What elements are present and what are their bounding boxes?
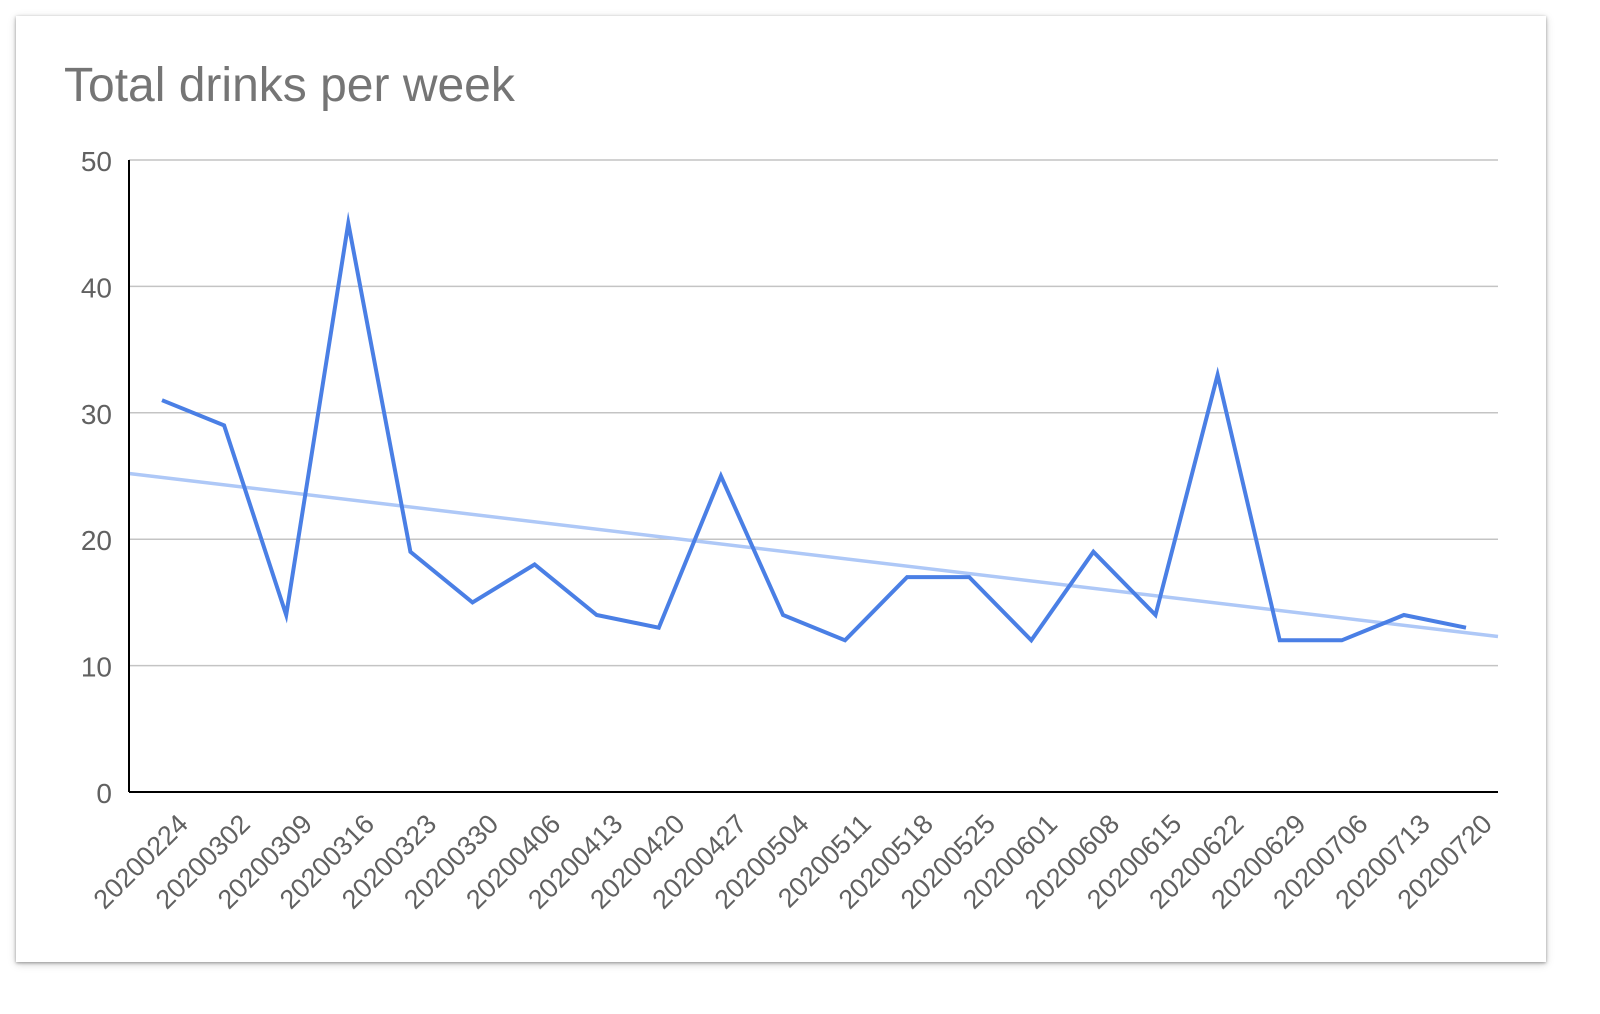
grid-lines (129, 159, 1498, 667)
y-tick-label: 40 (81, 272, 112, 303)
axes (128, 160, 1498, 793)
series-group (161, 211, 1467, 644)
series-line (161, 211, 1467, 644)
chart-title: Total drinks per week (64, 59, 515, 112)
y-tick-label: 0 (96, 778, 112, 809)
y-tick-label: 30 (81, 399, 112, 430)
trendline (128, 471, 1499, 639)
y-tick-label: 50 (81, 146, 112, 177)
x-axis-tick-labels: 2020022420200302202003092020031620200323… (88, 809, 1498, 915)
y-tick-label: 10 (81, 652, 112, 683)
y-tick-label: 20 (81, 525, 112, 556)
y-axis-tick-labels: 0 10 20 30 40 50 (81, 146, 112, 809)
trendline-group (128, 471, 1499, 639)
